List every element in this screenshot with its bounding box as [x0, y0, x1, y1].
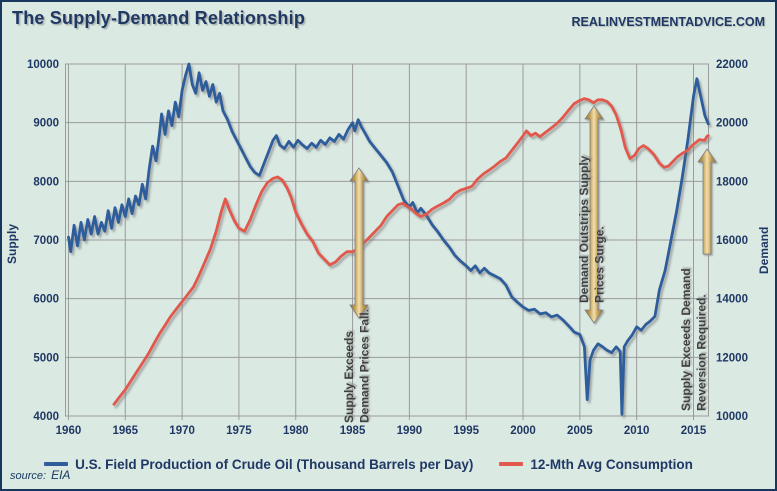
right-axis-tick-label: 22000 — [716, 59, 748, 71]
annotation-text: Supply Exceeds Demand — [679, 268, 693, 411]
legend-item-consumption: 12-Mth Avg Consumption — [499, 457, 693, 472]
site-watermark: REALINVESTMENTADVICE.COM — [571, 15, 765, 29]
legend: U.S. Field Production of Crude Oil (Thou… — [32, 452, 705, 476]
consumption-line — [112, 97, 710, 406]
right-axis-tick-label: 14000 — [716, 294, 748, 306]
x-axis-tick-label: 2005 — [567, 425, 593, 437]
x-axis-tick-label: 2000 — [510, 425, 536, 437]
source-label: source: — [10, 470, 47, 482]
left-axis-tick-label: 8000 — [33, 176, 59, 188]
source-note: source: EIA — [10, 468, 70, 482]
left-axis-tick-label: 10000 — [27, 59, 59, 71]
x-axis-tick-label: 1965 — [112, 425, 138, 437]
left-axis-tick-label: 6000 — [33, 294, 59, 306]
production-line-swatch — [44, 462, 69, 466]
right-axis-tick-label: 12000 — [716, 352, 748, 364]
annotations: Supply Exceeds Demand Prices Fall. Demand … — [342, 105, 717, 423]
annotation-text: Prices Surge. — [593, 226, 607, 303]
annotation-text: Demand Prices Fall. — [358, 309, 372, 423]
right-axis-tick-label: 10000 — [716, 411, 748, 423]
right-axis-tick-label: 16000 — [716, 235, 748, 247]
production-line — [67, 62, 710, 416]
x-axis-tick-label: 1995 — [453, 425, 479, 437]
left-axis-title: Supply — [5, 224, 19, 264]
x-axis-tick-label: 1960 — [56, 425, 82, 437]
x-axis-tick-label: 1990 — [397, 425, 423, 437]
right-axis-tick-label: 20000 — [716, 118, 748, 130]
legend-label-production: U.S. Field Production of Crude Oil (Thou… — [75, 456, 474, 472]
right-axis-title: Demand — [757, 227, 771, 274]
x-axis-tick-label: 1985 — [340, 425, 366, 437]
annotation-arrow — [584, 105, 604, 324]
x-axis-tick-label: 1970 — [169, 425, 195, 437]
x-axis-tick-label: 2010 — [624, 425, 650, 437]
annotation-arrow — [349, 167, 369, 319]
chart-title: The Supply-Demand Relationship — [12, 8, 306, 28]
x-axis-tick-label: 1980 — [283, 425, 309, 437]
left-axis-tick-label: 9000 — [33, 118, 59, 130]
axis-tick-labels: 10000 22000 9000 20000 8000 18000 7000 16000 600… — [27, 59, 748, 437]
annotation-arrow — [697, 148, 717, 255]
series-lines — [67, 62, 710, 416]
x-axis-tick-label: 1975 — [226, 425, 252, 437]
left-axis-tick-label: 4000 — [33, 411, 59, 423]
right-axis-tick-label: 18000 — [716, 176, 748, 188]
x-axis-tick-label: 2015 — [681, 425, 707, 437]
annotation-text: Supply Exceeds — [342, 331, 356, 423]
left-axis-tick-label: 5000 — [33, 352, 59, 364]
legend-label-consumption: 12-Mth Avg Consumption — [530, 456, 693, 472]
consumption-line-swatch — [499, 462, 524, 466]
legend-item-production: U.S. Field Production of Crude Oil (Thou… — [44, 457, 473, 472]
left-axis-tick-label: 7000 — [33, 235, 59, 247]
annotation-text: Reversion Required. — [695, 294, 709, 411]
annotation-text: Demand Outstrips Supply — [577, 155, 591, 303]
source-value: EIA — [51, 468, 71, 482]
